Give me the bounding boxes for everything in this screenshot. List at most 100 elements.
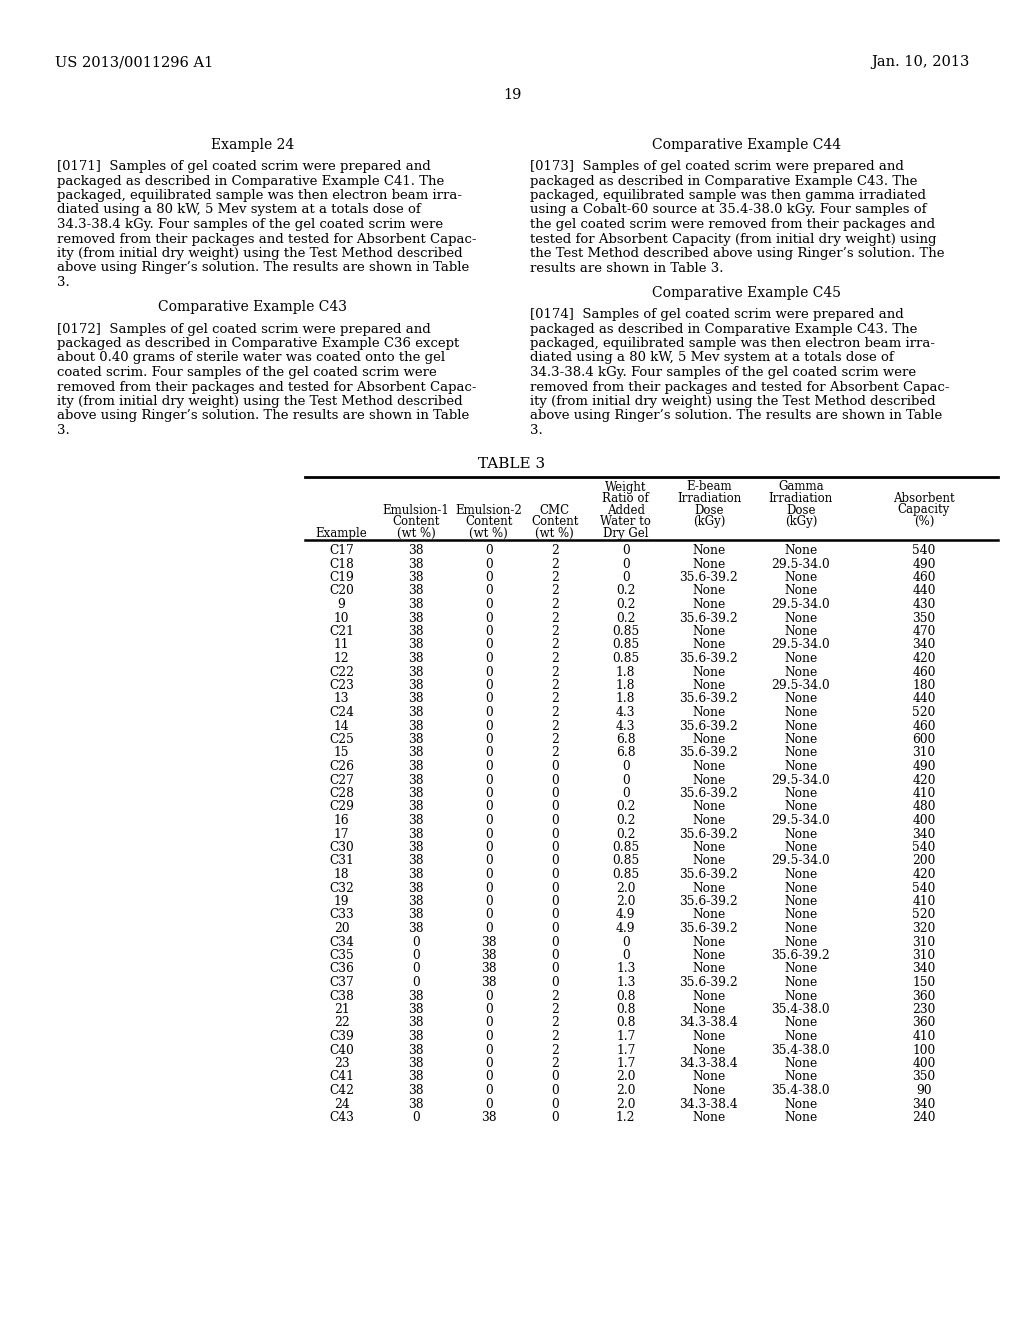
Text: 0.2: 0.2 [616,828,636,841]
Text: C19: C19 [329,572,354,583]
Text: 0: 0 [551,800,559,813]
Text: C42: C42 [329,1084,354,1097]
Text: 38: 38 [409,585,424,598]
Text: 1.3: 1.3 [616,975,636,989]
Text: 340: 340 [912,828,936,841]
Text: 520: 520 [912,706,936,719]
Text: None: None [784,975,817,989]
Text: 2: 2 [551,1003,559,1016]
Text: None: None [692,544,726,557]
Text: None: None [784,665,817,678]
Text: 2: 2 [551,544,559,557]
Text: 4.3: 4.3 [616,706,636,719]
Text: 0: 0 [551,841,559,854]
Text: 35.6-39.2: 35.6-39.2 [680,787,738,800]
Text: None: None [784,895,817,908]
Text: 1.7: 1.7 [616,1030,636,1043]
Text: 38: 38 [409,1044,424,1056]
Text: 1.7: 1.7 [616,1044,636,1056]
Text: 0.2: 0.2 [616,598,636,611]
Text: 470: 470 [912,624,936,638]
Text: 0.8: 0.8 [616,990,636,1002]
Text: 38: 38 [409,1097,424,1110]
Text: Ratio of: Ratio of [602,492,649,506]
Text: 0.85: 0.85 [612,639,639,652]
Text: 0: 0 [413,936,420,949]
Text: 0: 0 [485,921,493,935]
Text: 320: 320 [912,921,936,935]
Text: 2.0: 2.0 [616,895,636,908]
Text: None: None [784,962,817,975]
Text: 35.4-38.0: 35.4-38.0 [771,1044,830,1056]
Text: 0: 0 [622,572,630,583]
Text: 38: 38 [409,854,424,867]
Text: 410: 410 [912,787,936,800]
Text: None: None [692,706,726,719]
Text: None: None [784,1016,817,1030]
Text: 0: 0 [551,936,559,949]
Text: 38: 38 [409,895,424,908]
Text: None: None [692,624,726,638]
Text: 0: 0 [622,936,630,949]
Text: 0: 0 [485,908,493,921]
Text: 0: 0 [485,869,493,880]
Text: 0: 0 [485,1003,493,1016]
Text: tested for Absorbent Capacity (from initial dry weight) using: tested for Absorbent Capacity (from init… [530,232,937,246]
Text: Comparative Example C43: Comparative Example C43 [159,301,347,314]
Text: 0: 0 [551,962,559,975]
Text: 2: 2 [551,1057,559,1071]
Text: 0: 0 [551,760,559,774]
Text: None: None [784,572,817,583]
Text: None: None [784,544,817,557]
Text: 35.6-39.2: 35.6-39.2 [680,719,738,733]
Text: 35.6-39.2: 35.6-39.2 [680,693,738,705]
Text: 2: 2 [551,665,559,678]
Text: None: None [784,747,817,759]
Text: 35.6-39.2: 35.6-39.2 [680,869,738,880]
Text: 38: 38 [409,908,424,921]
Text: packaged, equilibrated sample was then gamma irradiated: packaged, equilibrated sample was then g… [530,189,926,202]
Text: C39: C39 [329,1030,354,1043]
Text: the Test Method described above using Ringer’s solution. The: the Test Method described above using Ri… [530,247,944,260]
Text: Dose: Dose [786,503,815,516]
Text: None: None [784,828,817,841]
Text: 29.5-34.0: 29.5-34.0 [771,557,830,570]
Text: 38: 38 [409,733,424,746]
Text: 3.: 3. [57,276,70,289]
Text: 0: 0 [551,1071,559,1084]
Text: C32: C32 [329,882,354,895]
Text: C20: C20 [329,585,354,598]
Text: 38: 38 [409,1071,424,1084]
Text: 38: 38 [409,693,424,705]
Text: 540: 540 [912,882,936,895]
Text: 0: 0 [485,639,493,652]
Text: None: None [692,585,726,598]
Text: None: None [784,1097,817,1110]
Text: C37: C37 [329,975,354,989]
Text: Content: Content [465,515,513,528]
Text: 0: 0 [551,787,559,800]
Text: C25: C25 [329,733,354,746]
Text: None: None [784,908,817,921]
Text: diated using a 80 kW, 5 Mev system at a totals dose of: diated using a 80 kW, 5 Mev system at a … [530,351,894,364]
Text: 0: 0 [485,895,493,908]
Text: C27: C27 [329,774,354,787]
Text: [0173]  Samples of gel coated scrim were prepared and: [0173] Samples of gel coated scrim were … [530,160,904,173]
Text: [0171]  Samples of gel coated scrim were prepared and: [0171] Samples of gel coated scrim were … [57,160,431,173]
Text: 0: 0 [551,854,559,867]
Text: 38: 38 [481,1111,497,1125]
Text: Comparative Example C45: Comparative Example C45 [652,286,842,300]
Text: 35.6-39.2: 35.6-39.2 [680,895,738,908]
Text: 350: 350 [912,611,936,624]
Text: 0: 0 [551,882,559,895]
Text: 2: 2 [551,693,559,705]
Text: 29.5-34.0: 29.5-34.0 [771,774,830,787]
Text: None: None [784,1030,817,1043]
Text: 38: 38 [409,678,424,692]
Text: 2: 2 [551,585,559,598]
Text: 13: 13 [334,693,349,705]
Text: 2: 2 [551,747,559,759]
Text: None: None [784,706,817,719]
Text: 2: 2 [551,1044,559,1056]
Text: Weight: Weight [605,480,646,494]
